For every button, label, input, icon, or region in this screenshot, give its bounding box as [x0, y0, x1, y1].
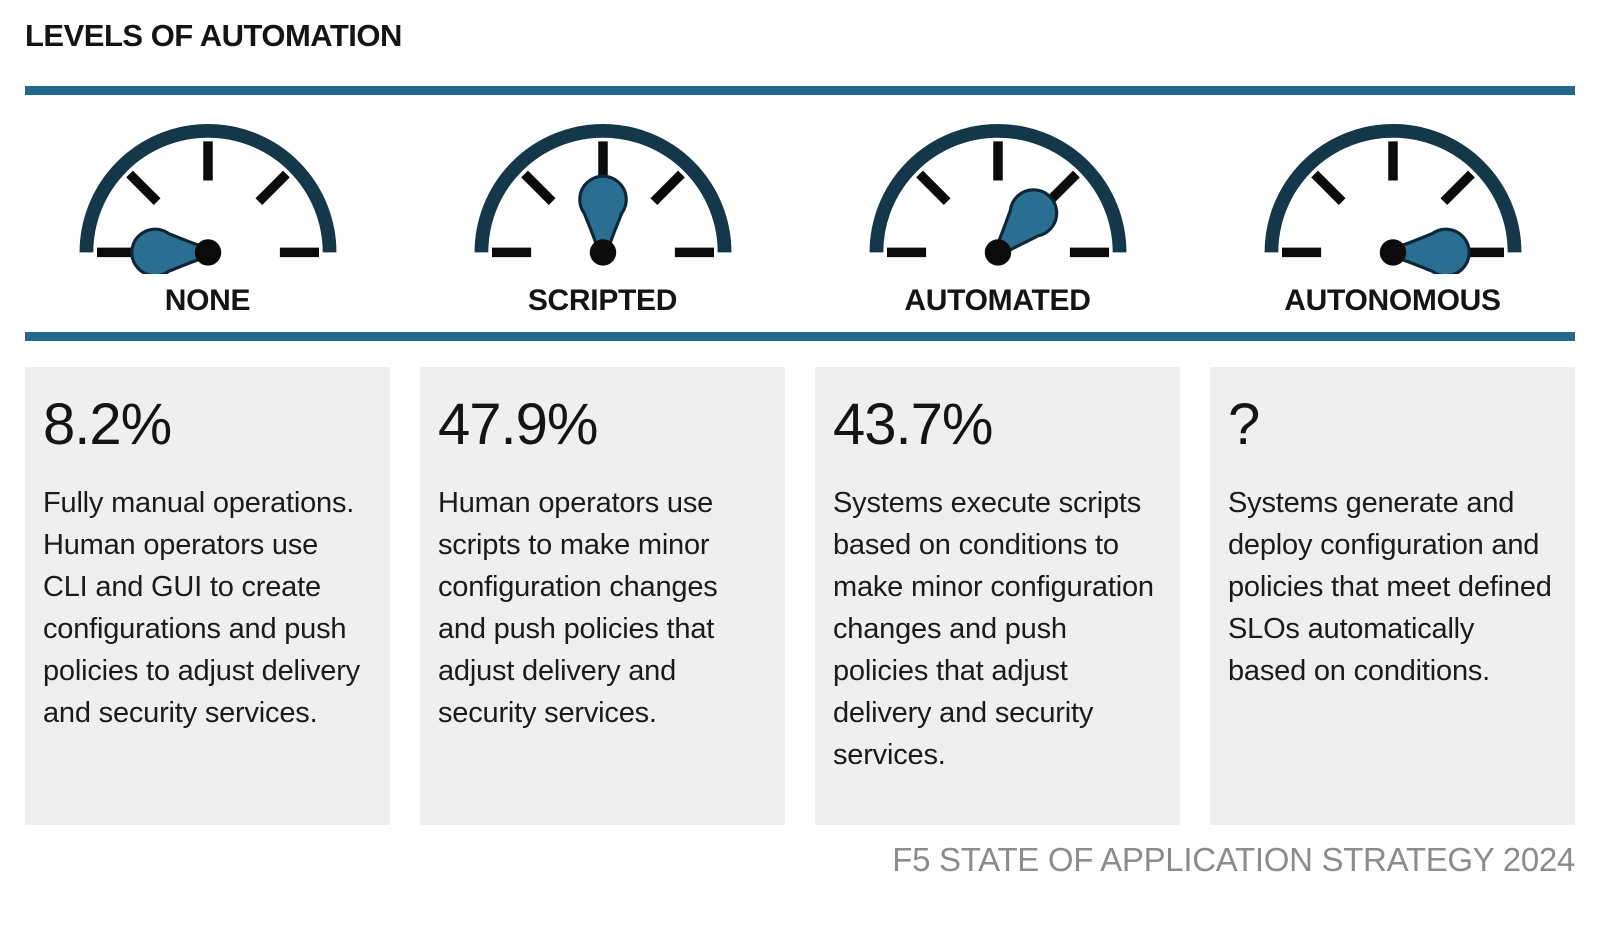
gauge-cell-autonomous [1210, 115, 1575, 274]
stat-description-none: Fully manual operations. Human operators… [43, 486, 360, 729]
stat-value-none: 8.2% [43, 391, 172, 457]
gauge-icon-autonomous [1264, 123, 1521, 274]
stat-description-scripted: Human operators use scripts to make mino… [438, 486, 718, 729]
gauge-tick-upper-left [1310, 170, 1346, 205]
gauge-arc [1264, 123, 1521, 253]
gauge-icon-scripted [474, 123, 731, 266]
level-label-none: NONE [164, 283, 251, 317]
level-labels-row: NONE SCRIPTED AUTOMATED AUTONOMOUS [25, 284, 1575, 318]
gauge-hub [1379, 239, 1406, 266]
gauge-hub [194, 239, 221, 266]
stat-card-automated: 43.7% Systems execute scripts based on c… [815, 366, 1180, 825]
gauge-tick-upper-left [915, 170, 951, 205]
gauge-hub [984, 239, 1011, 266]
stat-card-none: 8.2% Fully manual operations. Human oper… [25, 366, 390, 825]
stat-cards-row: 8.2% Fully manual operations. Human oper… [25, 366, 1575, 825]
gauge-hub [589, 239, 616, 266]
gauge-tick-upper-right [649, 170, 685, 205]
gauge-needle [577, 174, 628, 252]
stat-card-autonomous: ? Systems generate and deploy configurat… [1210, 366, 1575, 825]
stat-card-scripted: 47.9% Human operators use scripts to mak… [420, 366, 785, 825]
gauge-needle [993, 188, 1058, 256]
middle-divider-rule [25, 331, 1575, 341]
gauge-cell-scripted [420, 115, 785, 274]
gauge-tick-upper-right [1044, 170, 1080, 205]
stat-value-scripted: 47.9% [438, 391, 598, 457]
gauge-arc [869, 123, 1126, 253]
gauge-needle [129, 227, 207, 274]
stat-value-autonomous: ? [1228, 391, 1260, 457]
gauge-needle [1393, 227, 1471, 274]
gauge-tick-upper-right [1439, 170, 1475, 205]
level-label-automated: AUTOMATED [904, 283, 1091, 317]
gauge-arc [79, 123, 336, 253]
footer-source: F5 STATE OF APPLICATION STRATEGY 2024 [892, 840, 1575, 878]
gauge-arc [474, 123, 731, 253]
gauge-icon-automated [869, 123, 1126, 266]
gauge-tick-upper-left [125, 170, 161, 205]
level-label-scripted: SCRIPTED [527, 283, 678, 317]
gauge-cell-automated [815, 115, 1180, 274]
stat-description-automated: Systems execute scripts based on conditi… [833, 486, 1154, 771]
gauge-tick-upper-left [520, 170, 556, 205]
gauge-tick-upper-right [254, 170, 290, 205]
gauges-row [25, 115, 1575, 274]
gauge-cell-none [25, 115, 390, 274]
stat-description-autonomous: Systems generate and deploy configuratio… [1228, 486, 1552, 687]
top-divider-rule [25, 86, 1575, 95]
page-title: LEVELS OF AUTOMATION [25, 18, 402, 53]
stat-value-automated: 43.7% [833, 391, 993, 457]
gauge-icon-none [79, 123, 336, 274]
level-label-autonomous: AUTONOMOUS [1284, 283, 1501, 317]
